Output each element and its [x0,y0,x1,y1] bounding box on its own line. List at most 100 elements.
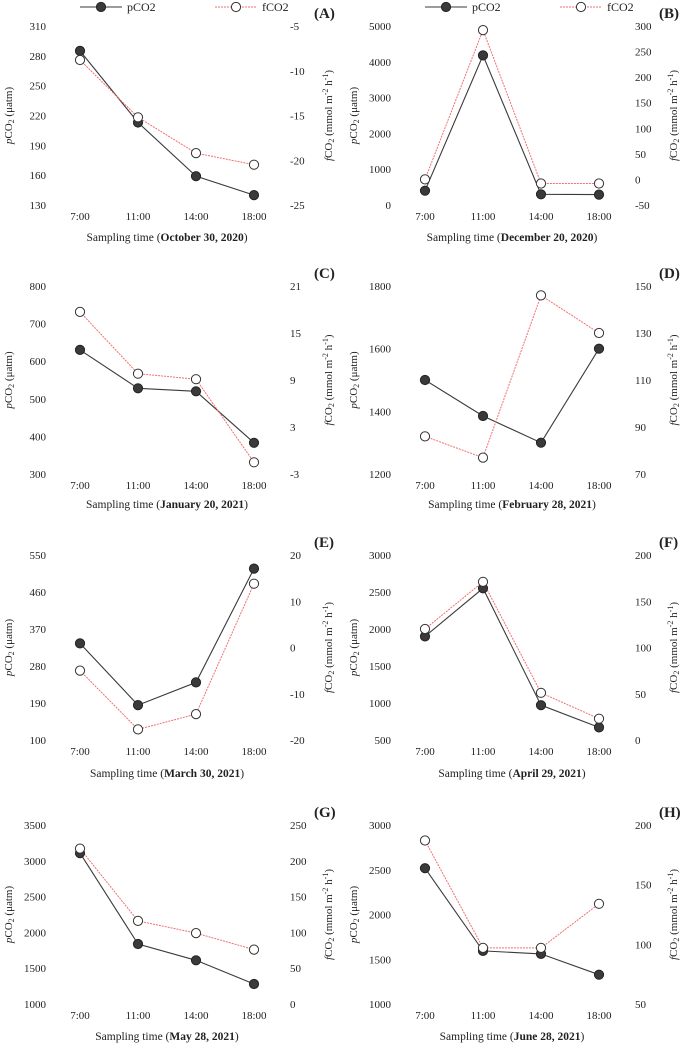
legend-marker-pCO2 [440,1,452,13]
y-right-tick-label: -10 [290,66,305,78]
y-left-tick-label: 1500 [369,661,392,673]
data-point-pCO2 [248,190,260,201]
y-left-tick-label: 1000 [369,698,392,710]
x-tick-label: 11:00 [471,211,496,223]
y-left-tick-label: 1200 [369,469,392,481]
legend-label: fCO2 [607,0,634,14]
x-tick-label: 11:00 [126,480,151,492]
panel-label: (D) [659,266,680,282]
panel-label: (H) [659,805,681,821]
data-point-fCO2 [419,623,431,635]
data-point-fCO2 [477,25,489,36]
data-point-fCO2 [535,687,547,698]
y-right-tick-label: 70 [635,469,647,481]
data-point-fCO2 [535,178,547,189]
series-line-pCO2 [79,349,255,444]
x-tick-label: 14:00 [528,211,554,223]
y-right-tick-label: 300 [635,21,652,33]
y-right-tick-label: 100 [635,123,652,135]
y-left-tick-label: 4000 [369,57,392,69]
x-tick-label: 14:00 [528,746,554,758]
x-tick-label: 11:00 [471,1010,496,1022]
x-tick-label: 11:00 [471,746,496,758]
data-point-fCO2 [593,713,605,724]
data-point-pCO2 [593,722,605,733]
x-tick-label: 18:00 [586,480,612,492]
y-left-tick-label: 1500 [369,954,392,966]
data-point-pCO2 [248,563,260,574]
data-point-fCO2 [593,178,605,189]
panel-label: (A) [314,6,335,22]
data-point-pCO2 [535,437,547,448]
y-left-tick-label: 1000 [369,999,392,1011]
series-line-pCO2 [79,852,255,985]
y-left-tick-label: 2500 [369,587,392,599]
data-point-pCO2 [190,955,202,966]
y-left-tick-label: 5000 [369,21,392,33]
x-tick-label: 14:00 [183,480,209,492]
y-right-tick-label: 15 [290,328,302,340]
y-left-tick-label: 700 [30,319,47,331]
y-left-tick-label: 1000 [24,999,47,1011]
data-point-fCO2 [132,112,144,123]
y-right-tick-label: 100 [635,643,652,655]
data-point-fCO2 [132,724,144,735]
data-point-fCO2 [74,306,86,317]
x-axis-title: Sampling time (June 28, 2021) [440,1031,585,1043]
y-left-tick-label: 3000 [24,856,47,868]
y-left-tick-label: 280 [30,51,47,63]
x-tick-label: 18:00 [241,746,267,758]
y-right-tick-label: 100 [290,927,307,939]
y-right-tick-label: -20 [290,735,305,747]
series-line-pCO2 [79,568,255,706]
y-left-tick-label: 0 [386,200,392,212]
data-point-pCO2 [535,700,547,711]
x-tick-label: 18:00 [241,211,267,223]
y-right-axis-title: fCO2 (mmol m-2 h-1) [666,869,681,960]
legend-label: fCO2 [262,0,289,14]
x-tick-label: 11:00 [126,1010,151,1022]
series-line-fCO2 [79,583,255,730]
series-line-pCO2 [424,867,600,976]
data-point-fCO2 [535,290,547,301]
y-right-axis-title: fCO2 (mmol m-2 h-1) [321,602,336,693]
y-left-axis-title: pCO2 (μatm) [3,87,16,146]
y-left-tick-label: 500 [375,735,392,747]
data-point-fCO2 [535,942,547,954]
y-left-tick-label: 300 [30,469,47,481]
data-point-fCO2 [190,928,202,939]
data-point-fCO2 [132,368,144,379]
data-point-pCO2 [248,437,260,448]
legend-marker-pCO2 [95,1,107,13]
y-right-axis-title: fCO2 (mmol m-2 h-1) [321,70,336,161]
x-tick-label: 14:00 [528,480,554,492]
y-right-tick-label: -10 [290,689,305,701]
x-tick-label: 11:00 [126,211,151,223]
data-point-pCO2 [132,383,144,394]
data-point-pCO2 [593,189,605,200]
y-right-tick-label: 100 [635,939,652,951]
y-left-axis-title: pCO2 (μatm) [348,351,361,410]
x-axis-title: Sampling time (October 30, 2020) [86,232,247,244]
y-left-tick-label: 160 [30,170,47,182]
y-left-tick-label: 280 [30,661,47,673]
x-tick-label: 7:00 [70,480,90,492]
series-line-pCO2 [424,53,600,196]
data-point-fCO2 [190,374,202,385]
y-right-tick-label: -3 [290,469,300,481]
data-point-fCO2 [74,843,86,854]
y-right-tick-label: 200 [635,550,652,562]
y-right-tick-label: 50 [635,689,647,701]
y-left-tick-label: 1500 [24,963,47,975]
x-tick-label: 18:00 [241,480,267,492]
x-tick-label: 11:00 [126,746,151,758]
y-left-tick-label: 2000 [369,624,392,636]
legend: pCO2 fCO2 [80,0,289,14]
data-point-pCO2 [190,677,202,688]
y-right-tick-label: 200 [635,820,652,832]
series-line-fCO2 [424,28,599,184]
y-right-tick-label: 250 [290,820,307,832]
data-point-fCO2 [593,327,605,339]
y-right-tick-label: 130 [635,328,652,340]
y-right-tick-label: 150 [635,880,652,892]
